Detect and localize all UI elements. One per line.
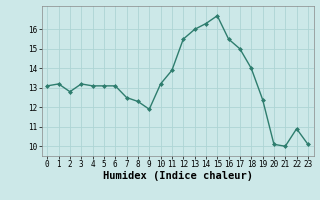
X-axis label: Humidex (Indice chaleur): Humidex (Indice chaleur)	[103, 171, 252, 181]
